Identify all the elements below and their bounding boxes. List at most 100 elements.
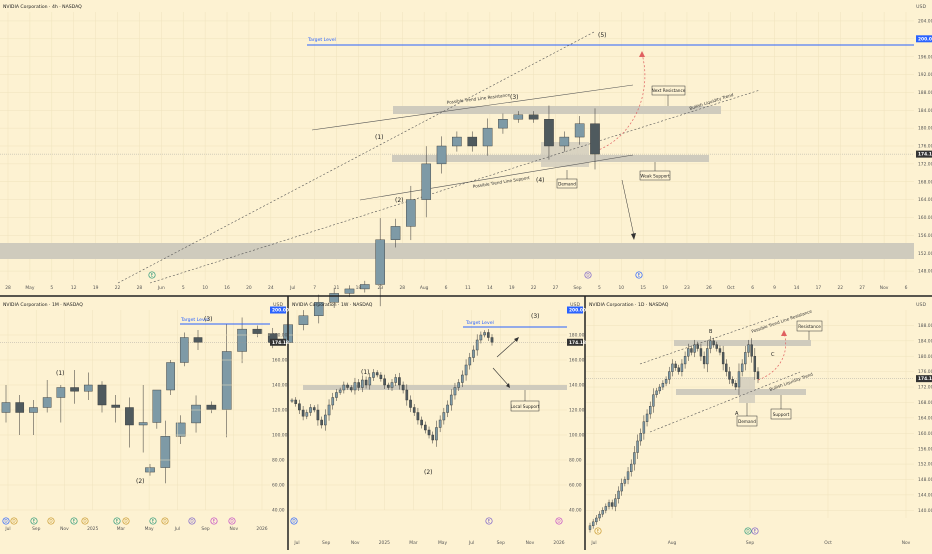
event-marker[interactable]: E	[149, 517, 157, 525]
demand-callout: Demand	[556, 170, 578, 189]
event-marker[interactable]: D	[2, 517, 10, 525]
event-marker[interactable]: D	[161, 517, 169, 525]
time-axis[interactable]: 28 May 5 12 19 22 28 Jun 5 10 16 20 24 Jul 7 11 18 23 28 Au…	[5, 285, 907, 291]
panel-1m[interactable]: NVIDIA Corporation · 1M · NASDAQ USD Tar…	[0, 302, 289, 532]
event-marker[interactable]: D	[228, 517, 236, 525]
price-tick-label: 180.00	[272, 333, 288, 339]
event-marker[interactable]: E	[148, 271, 156, 279]
time-tick-label: 17	[816, 285, 822, 291]
event-marker[interactable]: E	[210, 517, 218, 525]
event-marker[interactable]: D	[290, 517, 298, 525]
candle-body	[718, 348, 722, 353]
candle	[353, 377, 357, 395]
time-tick-label: 23	[684, 285, 690, 291]
panel-4h[interactable]: NVIDIA Corporation · 4h · NASDAQ USD Tar…	[0, 4, 932, 484]
event-marker[interactable]: E	[113, 517, 121, 525]
candle	[1, 385, 11, 423]
local-support-zone	[303, 385, 567, 390]
event-marker[interactable]: E	[635, 271, 643, 279]
price-badge-label: 200.00	[569, 308, 586, 314]
time-axis[interactable]: Jul Aug Sep Oct Nov	[590, 540, 910, 546]
next-resistance-callout: Next Resistance	[652, 85, 686, 106]
time-axis[interactable]: Jul Sep Nov 2025 Mar May Jul Sep Nov 2026	[293, 540, 564, 546]
target-price-badge	[567, 306, 583, 314]
price-axis[interactable]: 204.00 200.00 196.00 192.00 188.00 184.00 180.…	[916, 19, 932, 275]
price-badge-label: 174.18	[918, 152, 932, 158]
candle	[750, 338, 753, 363]
event-marker[interactable]: D	[47, 517, 55, 525]
candle	[179, 332, 189, 367]
panel-1w[interactable]: NVIDIA Corporation · 1W · NASDAQ USD Tar…	[289, 302, 586, 546]
event-marker[interactable]: E	[751, 527, 759, 535]
candle-body	[360, 284, 370, 290]
event-marker[interactable]: D	[584, 271, 592, 279]
candle-body	[674, 363, 677, 368]
event-marker[interactable]: D	[122, 517, 130, 525]
candle-body	[661, 382, 665, 388]
price-axis[interactable]: 180.00 160.00 140.00 120.00 100.00 80.00 60.00…	[567, 306, 586, 514]
candle-body	[125, 407, 134, 426]
currency-label: USD	[570, 302, 580, 308]
candle	[390, 379, 394, 391]
candle	[620, 478, 623, 496]
candle	[468, 352, 472, 370]
event-marker[interactable]: D	[744, 527, 752, 535]
time-axis[interactable]: Jul Sep Nov 2025 Mar May Jul Sep Nov 2026	[4, 526, 267, 532]
candle	[490, 334, 494, 346]
event-marker[interactable]: D	[555, 517, 563, 525]
event-marker[interactable]: E	[485, 517, 493, 525]
candle	[427, 426, 431, 439]
event-marker[interactable]: D	[81, 517, 89, 525]
currency-label: USD	[916, 302, 926, 308]
event-marker[interactable]: E	[30, 517, 38, 525]
candle	[709, 336, 712, 354]
candle	[479, 331, 483, 344]
price-tick-label: 180.00	[569, 333, 585, 339]
candle-body	[442, 412, 446, 421]
demand-callout: Demand	[736, 403, 758, 427]
target-level-label: Target Level	[180, 317, 209, 323]
candle	[687, 343, 690, 361]
price-tick-label: 60.00	[569, 483, 582, 489]
candle-body	[604, 506, 608, 511]
price-tick-label: 156.00	[918, 233, 932, 239]
price-tick-label: 152.00	[918, 462, 932, 468]
price-tick-label: 60.00	[272, 483, 285, 489]
price-tick-label: 80.00	[569, 458, 582, 464]
candle-body	[664, 379, 668, 384]
time-tick-label: 23	[378, 285, 384, 291]
panel-1d[interactable]: NVIDIA Corporation · 1D · NASDAQ USD Pos…	[586, 302, 932, 546]
event-marker[interactable]: D	[10, 517, 18, 525]
price-axis[interactable]: 180.00 160.00 140.00 120.00 100.00 80.00 60.00…	[270, 306, 289, 514]
candle-body	[645, 413, 649, 422]
candles	[145, 105, 600, 484]
time-tick-label: Jul	[289, 285, 295, 291]
wave-2-label: (2)	[395, 197, 404, 204]
bullish-liquidity-trend-line	[149, 89, 761, 284]
price-tick-label: 204.00	[918, 19, 932, 25]
candle-body	[409, 399, 412, 408]
time-tick-label: Sep	[573, 285, 581, 291]
candle	[712, 337, 715, 348]
candle-body	[452, 136, 462, 147]
candle	[313, 294, 324, 324]
event-marker[interactable]: D	[188, 517, 196, 525]
candle	[138, 385, 148, 453]
candle	[298, 310, 309, 331]
time-tick-label: 18	[356, 285, 362, 291]
svg-text:D: D	[12, 519, 15, 524]
price-axis[interactable]: 188.00 184.00 180.00 176.00 172.00 168.00 164.…	[916, 323, 932, 514]
currency-label: USD	[916, 4, 926, 10]
svg-text:Resistance: Resistance	[798, 324, 821, 329]
event-marker[interactable]: E	[594, 527, 602, 535]
candle	[436, 136, 447, 174]
candle	[642, 415, 646, 440]
candle	[734, 380, 738, 391]
svg-text:D: D	[83, 519, 86, 524]
event-marker[interactable]: E	[70, 517, 78, 525]
time-tick-label: Jul	[590, 540, 596, 546]
